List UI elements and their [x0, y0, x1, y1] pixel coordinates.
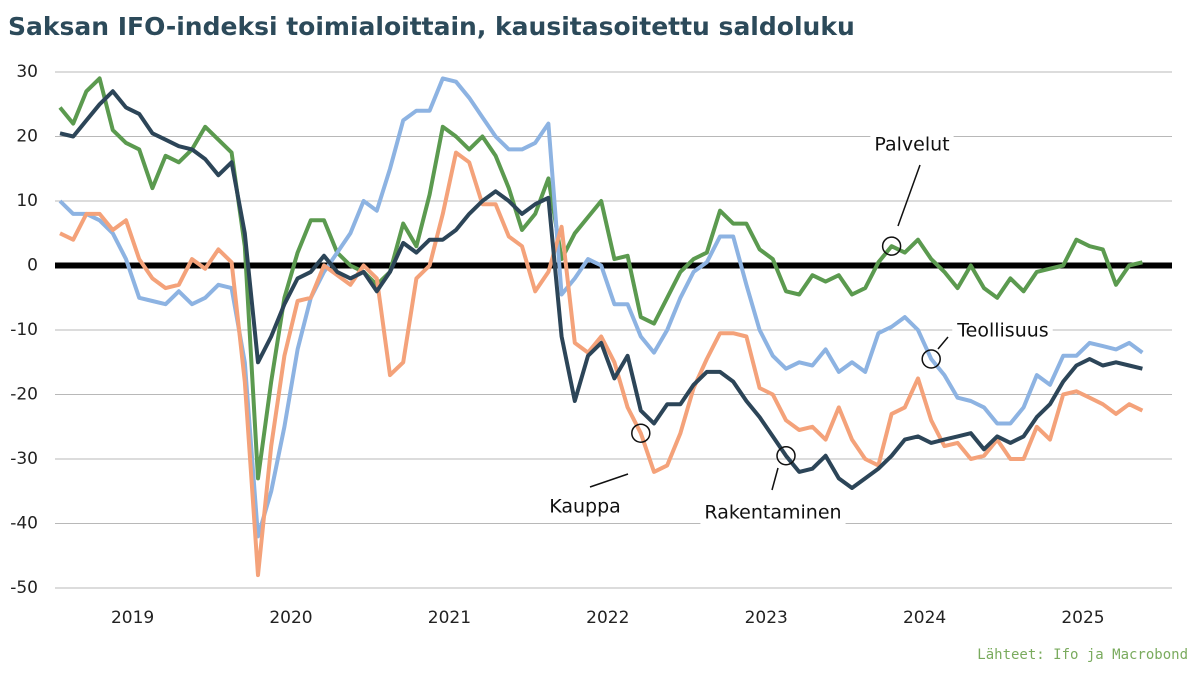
- annotation-circle: [921, 349, 941, 369]
- y-tick-label: 20: [16, 127, 38, 147]
- annotation-leader: [771, 467, 779, 491]
- label-background: [545, 493, 625, 520]
- annotation-circle: [881, 236, 902, 256]
- annotation-circle: [631, 423, 651, 443]
- chart-title: Saksan IFO-indeksi toimialoittain, kausi…: [8, 12, 855, 41]
- series-line: [59, 89, 1143, 490]
- series-line: [58, 76, 1144, 539]
- annotation-label: Teollisuus: [956, 320, 1048, 342]
- x-tick-label: 2024: [903, 608, 946, 628]
- y-tick-label: 30: [16, 62, 38, 82]
- label-background: [870, 131, 954, 158]
- x-tick-label: 2023: [745, 608, 788, 628]
- y-tick-label: 10: [16, 191, 38, 211]
- source: Lähteet: Ifo ja Macrobond: [977, 647, 1188, 663]
- y-tick-label: -20: [10, 385, 38, 405]
- annotation-label: Rakentaminen: [704, 502, 841, 524]
- x-tick-label: 2019: [111, 608, 154, 628]
- label-background: [952, 317, 1053, 344]
- annotation-circle: [776, 446, 796, 466]
- label-background: [700, 499, 846, 526]
- series-line: [58, 76, 1143, 481]
- y-tick-label: -50: [10, 578, 38, 598]
- series-line: [59, 150, 1144, 578]
- annotation-leader: [937, 336, 949, 350]
- x-tick-label: 2025: [1061, 608, 1104, 628]
- y-tick-label: -40: [10, 514, 38, 534]
- annotation-label: Palvelut: [874, 134, 949, 156]
- x-tick-label: 2020: [269, 608, 312, 628]
- x-tick-label: 2022: [586, 608, 629, 628]
- annotation-leader: [897, 164, 921, 227]
- x-tick-label: 2021: [428, 608, 471, 628]
- y-tick-label: -30: [10, 449, 38, 469]
- y-tick-label: -10: [10, 320, 38, 340]
- annotation-label: Kauppa: [549, 496, 621, 518]
- y-tick-label: 0: [27, 256, 38, 276]
- annotation-leader: [589, 473, 629, 488]
